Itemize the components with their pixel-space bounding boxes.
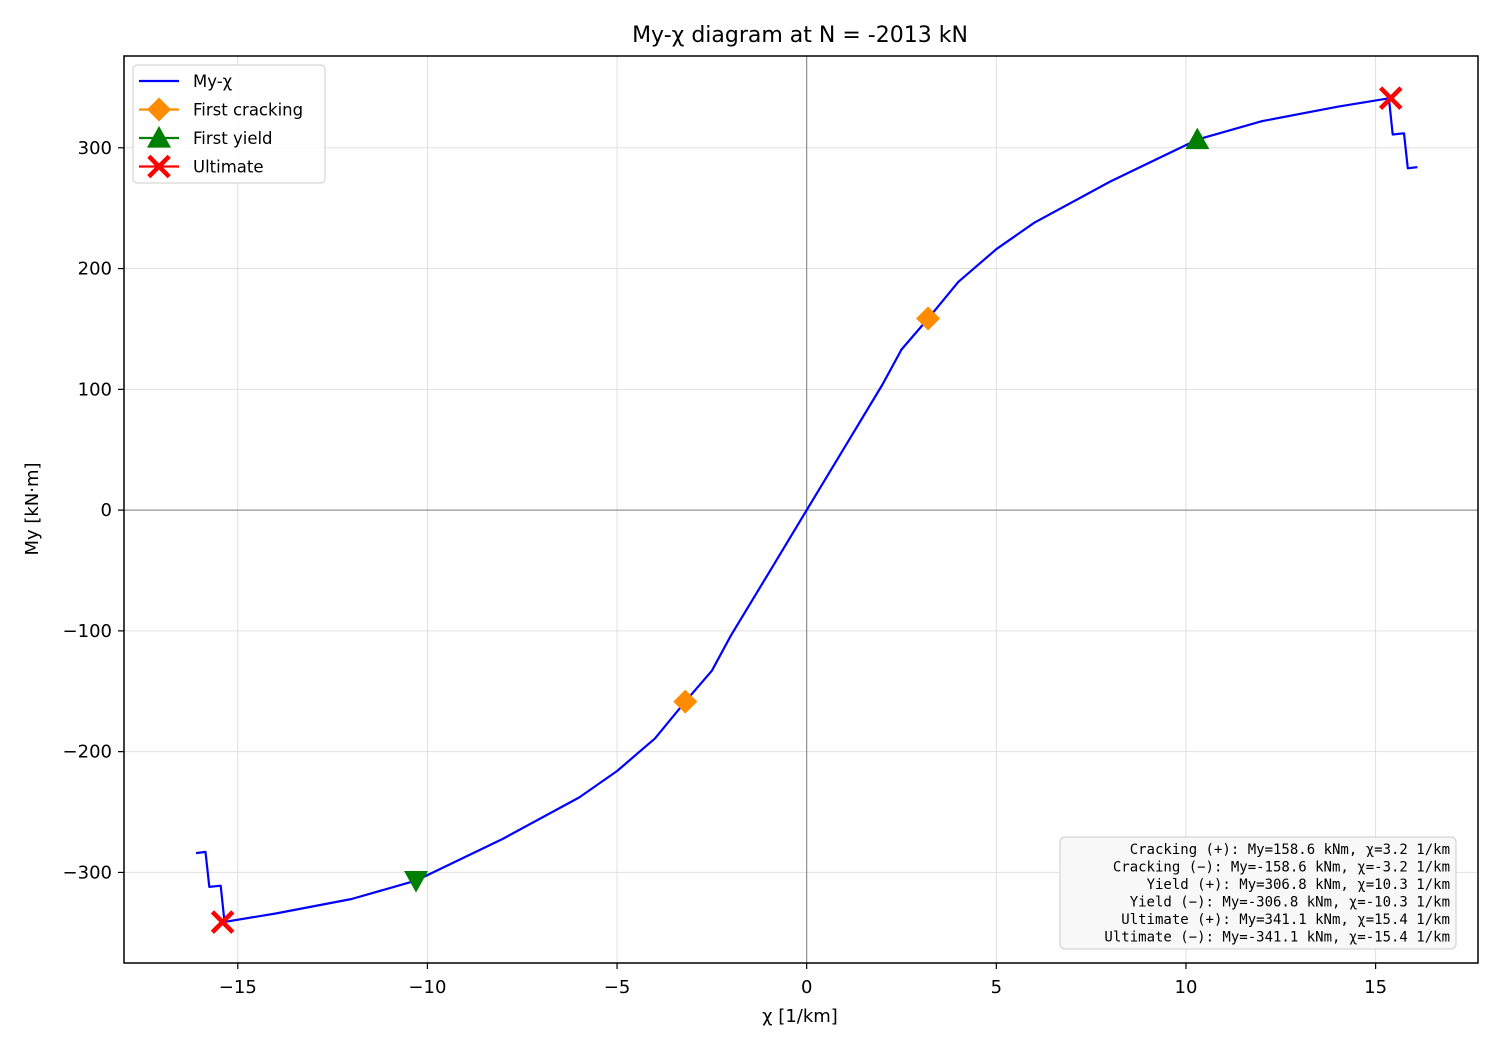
legend-label: First cracking <box>193 101 303 120</box>
x-tick-label: 5 <box>991 977 1002 998</box>
series-lines <box>195 97 1418 923</box>
legend: My-χ First cracking First yield Ultimate <box>132 64 326 184</box>
info-line: Ultimate (+): My=341.1 kNm, χ=15.4 1/km <box>1121 912 1450 928</box>
y-tick-label: 200 <box>78 259 112 280</box>
marker-x <box>1378 86 1403 110</box>
legend-box <box>132 64 326 184</box>
info-box-frame <box>1059 836 1457 950</box>
info-line: Cracking (+): My=158.6 kNm, χ=3.2 1/km <box>1130 842 1450 858</box>
legend-marker-x-stroke <box>147 154 171 179</box>
x-axis-label: χ [1/km] <box>762 1006 838 1027</box>
x-tick-label: 0 <box>801 977 812 998</box>
chart-title: My-χ diagram at N = -2013 kN <box>632 23 968 48</box>
marker-x <box>210 910 235 934</box>
x-ticks: −15 −10 −5 0 5 10 15 <box>219 963 1387 998</box>
x-tick-label: −10 <box>408 977 446 998</box>
legend-label: Ultimate <box>193 158 264 177</box>
legend-label: First yield <box>193 129 273 148</box>
marker-diamond <box>916 306 941 331</box>
info-line: Yield (+): My=306.8 kNm, χ=10.3 1/km <box>1147 877 1450 893</box>
y-axis-label: My [kN·m] <box>22 462 43 555</box>
series-line-my-chi <box>195 97 1418 923</box>
markers <box>210 86 1403 934</box>
marker-triangle <box>404 871 429 893</box>
x-tick-label: −15 <box>219 977 257 998</box>
y-tick-label: −300 <box>63 862 112 883</box>
plot-frame <box>123 55 1479 964</box>
y-tick-label: 0 <box>101 500 112 521</box>
marker-diamond <box>673 689 698 714</box>
info-line: Ultimate (−): My=-341.1 kNm, χ=-15.4 1/k… <box>1104 930 1450 946</box>
y-ticks: −300 −200 −100 0 100 200 300 <box>63 138 124 883</box>
legend-marker-diamond <box>147 97 171 122</box>
y-tick-label: 100 <box>78 379 112 400</box>
marker-triangle <box>1185 127 1210 150</box>
x-tick-label: 10 <box>1175 977 1198 998</box>
legend-label: My-χ <box>193 72 233 91</box>
legend-marker-triangle <box>147 126 171 148</box>
info-line: Yield (−): My=-306.8 kNm, χ=-10.3 1/km <box>1130 895 1450 911</box>
x-tick-label: 15 <box>1364 977 1387 998</box>
y-tick-label: −100 <box>63 621 112 642</box>
info-box: Cracking (+): My=158.6 kNm, χ=3.2 1/km Cr… <box>1059 836 1457 950</box>
x-tick-label: −5 <box>604 977 631 998</box>
marker-x-stroke <box>210 910 235 934</box>
info-line: Cracking (−): My=-158.6 kNm, χ=-3.2 1/km <box>1113 860 1450 876</box>
legend-marker-x <box>147 154 171 179</box>
marker-x-stroke <box>1378 86 1403 110</box>
y-tick-label: 300 <box>78 138 112 159</box>
y-tick-label: −200 <box>63 742 112 763</box>
